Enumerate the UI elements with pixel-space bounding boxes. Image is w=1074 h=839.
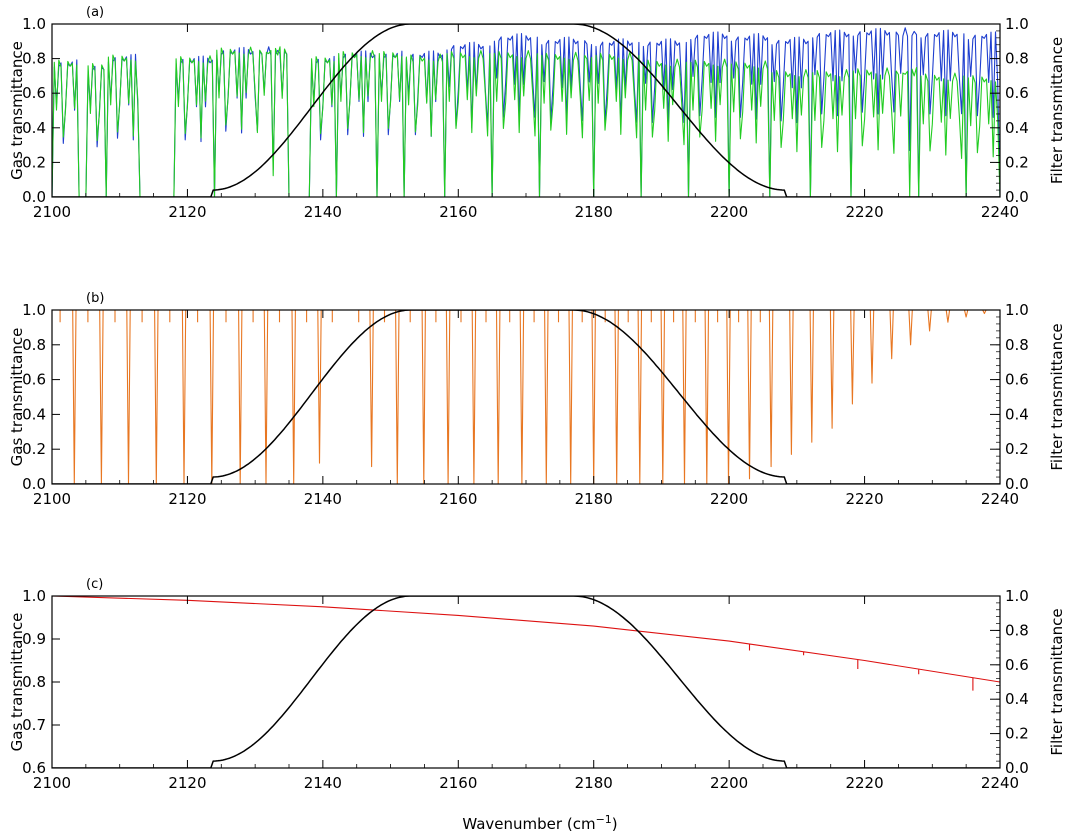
x-tick-label: 2220 xyxy=(845,203,883,221)
y-right-axis-title: Filter transmittance xyxy=(1048,608,1066,755)
y-right-tick-label: 0.4 xyxy=(1005,405,1029,423)
x-tick-label: 2100 xyxy=(33,490,71,508)
x-tick-label: 2100 xyxy=(33,203,71,221)
y-tick-label: 0.2 xyxy=(22,440,46,458)
plot-area xyxy=(52,24,1000,197)
y-right-tick-label: 0.8 xyxy=(1005,336,1029,354)
x-tick-label: 2120 xyxy=(168,203,206,221)
y-tick-label: 0.6 xyxy=(22,371,46,389)
panel-b: 2100 2120 2140 2160 2180 2200 2220 22400.00.20.… xyxy=(8,291,1066,508)
series-line-1 xyxy=(52,596,1000,768)
x-tick-label: 2200 xyxy=(710,203,748,221)
x-tick-label: 2120 xyxy=(168,774,206,792)
plot-area xyxy=(52,310,1000,484)
y-right-tick-label: 0.6 xyxy=(1005,656,1029,674)
y-right-tick-label: 0.6 xyxy=(1005,371,1029,389)
y-tick-label: 1.0 xyxy=(22,15,46,33)
y-tick-label: 0.8 xyxy=(22,336,46,354)
plot-frame xyxy=(51,595,1001,769)
panel-a: 2100 2120 2140 2160 2180 2200 2220 22400.00.20.… xyxy=(8,5,1066,221)
y-right-tick-label: 0.0 xyxy=(1005,475,1029,493)
panel-c: 2100 2120 2140 2160 2180 2200 2220 2240 0.6 0.7 0.… xyxy=(8,577,1066,792)
y-tick-label: 0.2 xyxy=(22,153,46,171)
y-right-tick-label: 0.2 xyxy=(1005,440,1029,458)
plot-area xyxy=(52,596,1000,768)
x-tick-label: 2240 xyxy=(981,203,1019,221)
series-line-1 xyxy=(52,46,1000,197)
y-right-tick-label: 1.0 xyxy=(1005,587,1029,605)
panel-label: (b) xyxy=(86,291,104,306)
x-tick-label: 2240 xyxy=(981,774,1019,792)
y-tick-label: 0.4 xyxy=(22,119,46,137)
x-tick-label: 2100 xyxy=(33,774,71,792)
x-tick-label: 2200 xyxy=(710,490,748,508)
series-line-1 xyxy=(52,310,1000,484)
x-tick-label: 2220 xyxy=(845,490,883,508)
panel-label: (c) xyxy=(86,577,103,592)
x-tick-label: 2180 xyxy=(575,774,613,792)
x-tick-label: 2200 xyxy=(710,774,748,792)
x-tick-label: 2140 xyxy=(304,774,342,792)
x-tick-label: 2180 xyxy=(575,203,613,221)
x-tick-label: 2240 xyxy=(981,490,1019,508)
x-tick-label: 2120 xyxy=(168,490,206,508)
y-right-tick-label: 0.2 xyxy=(1005,725,1029,743)
y-right-tick-label: 0.6 xyxy=(1005,84,1029,102)
plot-frame xyxy=(51,309,1001,485)
y-tick-label: 0.6 xyxy=(22,84,46,102)
x-tick-label: 2220 xyxy=(845,774,883,792)
x-tick-label: 2160 xyxy=(439,774,477,792)
y-right-tick-label: 0.8 xyxy=(1005,621,1029,639)
y-right-tick-label: 0.2 xyxy=(1005,153,1029,171)
y-axis-title: Gas transmittance xyxy=(8,613,26,752)
y-tick-label: 0.8 xyxy=(22,673,46,691)
y-axis-title: Gas transmittance xyxy=(8,328,26,467)
x-tick-label: 2180 xyxy=(575,490,613,508)
y-right-tick-label: 0.8 xyxy=(1005,50,1029,68)
series-line-0 xyxy=(52,27,1000,197)
y-right-tick-label: 0.4 xyxy=(1005,690,1029,708)
y-right-tick-label: 0.0 xyxy=(1005,188,1029,206)
y-tick-label: 0.7 xyxy=(22,716,46,734)
y-right-tick-label: 1.0 xyxy=(1005,15,1029,33)
y-right-axis-title: Filter transmittance xyxy=(1048,37,1066,184)
x-tick-label: 2140 xyxy=(304,203,342,221)
plot-frame xyxy=(51,23,1001,198)
x-axis-title: Wavenumber (cm−1) xyxy=(462,813,617,833)
y-right-tick-label: 0.4 xyxy=(1005,119,1029,137)
y-tick-label: 0.4 xyxy=(22,405,46,423)
panel-label: (a) xyxy=(86,5,104,20)
series-line-0 xyxy=(52,310,1000,484)
x-tick-label: 2160 xyxy=(439,490,477,508)
y-right-axis-title: Filter transmittance xyxy=(1048,323,1066,470)
x-tick-label: 2160 xyxy=(439,203,477,221)
y-tick-label: 1.0 xyxy=(22,587,46,605)
y-tick-label: 0.0 xyxy=(22,188,46,206)
y-right-tick-label: 1.0 xyxy=(1005,301,1029,319)
y-tick-label: 0.8 xyxy=(22,50,46,68)
y-axis-title: Gas transmittance xyxy=(8,41,26,180)
y-right-tick-label: 0.0 xyxy=(1005,759,1029,777)
x-tick-label: 2140 xyxy=(304,490,342,508)
y-tick-label: 0.6 xyxy=(22,759,46,777)
series-line-0 xyxy=(52,596,1000,691)
series-line-2 xyxy=(52,24,1000,197)
y-tick-label: 1.0 xyxy=(22,301,46,319)
y-tick-label: 0.0 xyxy=(22,475,46,493)
y-tick-label: 0.9 xyxy=(22,630,46,648)
